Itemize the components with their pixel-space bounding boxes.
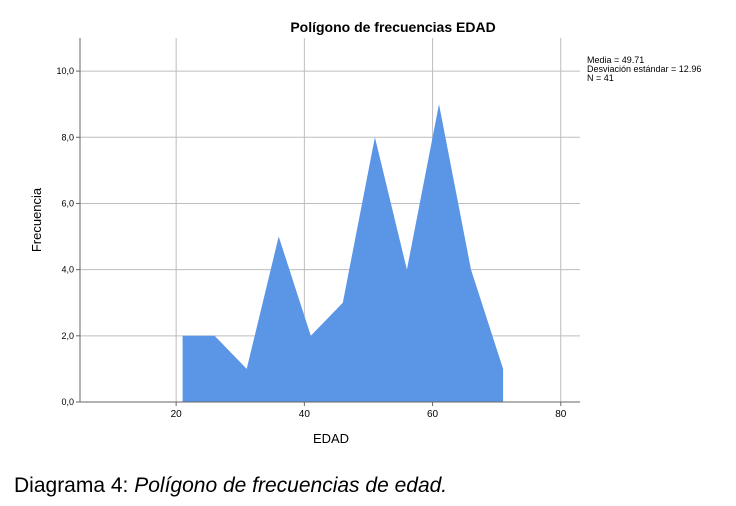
y-tick-label: 4,0 bbox=[61, 265, 74, 275]
y-tick-label: 8,0 bbox=[61, 132, 74, 142]
frequency-polygon-chart: Polígono de frecuencias EDAD 0,0 2,0 4,0 6,… bbox=[29, 19, 701, 446]
figure-caption: Diagrama 4: Polígono de frecuencias de e… bbox=[14, 474, 447, 498]
y-tick-label: 6,0 bbox=[61, 198, 74, 208]
frequency-area bbox=[182, 104, 504, 402]
x-tick-label: 80 bbox=[555, 409, 567, 420]
stat-line: Media = 49.71 bbox=[587, 55, 644, 65]
stat-line: Desviación estándar = 12.96 bbox=[587, 64, 701, 74]
axis-layer: 0,0 2,0 4,0 6,0 8,0 10,0 20 40 60 80 bbox=[56, 38, 580, 420]
grid-layer bbox=[80, 38, 580, 402]
chart-title: Polígono de frecuencias EDAD bbox=[290, 19, 495, 35]
x-tick-label: 20 bbox=[171, 409, 183, 420]
y-tick-label: 2,0 bbox=[61, 331, 74, 341]
caption-prefix: Diagrama 4: bbox=[14, 474, 129, 497]
area-layer bbox=[182, 104, 504, 402]
x-axis-label: EDAD bbox=[313, 431, 349, 446]
caption-title: Polígono de frecuencias de edad. bbox=[134, 474, 448, 497]
x-tick-label: 60 bbox=[427, 409, 439, 420]
y-axis-label: Frecuencia bbox=[29, 187, 44, 252]
y-tick-label: 10,0 bbox=[56, 66, 74, 76]
x-tick-label: 40 bbox=[299, 409, 311, 420]
y-tick-label: 0,0 bbox=[61, 397, 74, 407]
stat-line: N = 41 bbox=[587, 73, 614, 83]
